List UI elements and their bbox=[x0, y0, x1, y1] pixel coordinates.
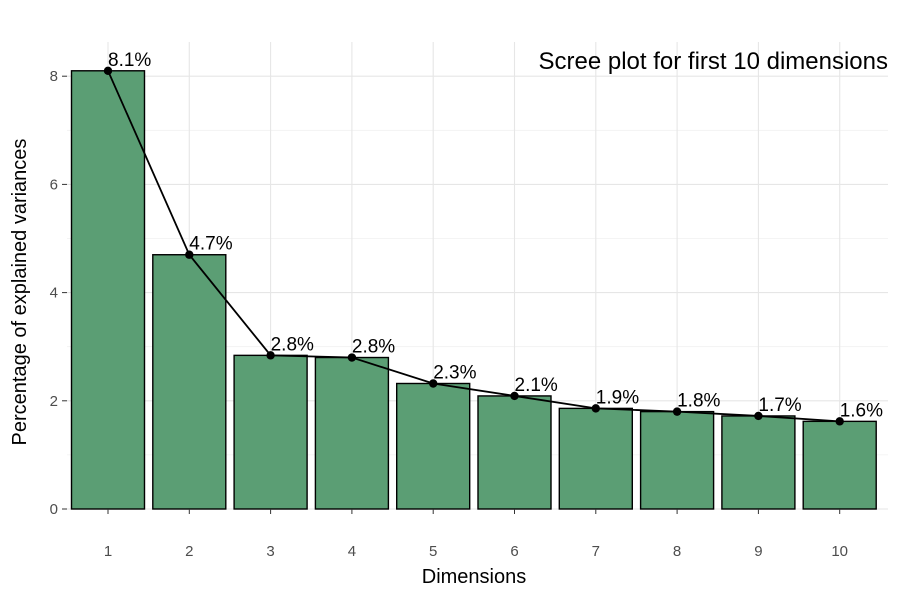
data-point bbox=[591, 404, 600, 413]
x-tick-label: 4 bbox=[348, 543, 356, 560]
data-point bbox=[754, 411, 763, 421]
x-tick-label: 7 bbox=[592, 543, 600, 560]
y-tick-label: 0 bbox=[50, 501, 58, 518]
bar bbox=[558, 407, 633, 510]
data-point bbox=[185, 250, 194, 259]
bar bbox=[396, 382, 471, 510]
x-tick-label: 9 bbox=[754, 543, 762, 560]
bar bbox=[233, 354, 308, 510]
bar bbox=[152, 254, 227, 510]
bar bbox=[477, 395, 552, 510]
series-line-group bbox=[107, 70, 840, 423]
x-axis-title: Dimensions bbox=[422, 566, 526, 588]
data-point bbox=[510, 391, 519, 401]
points bbox=[103, 66, 844, 426]
data-label: 2.8% bbox=[352, 337, 395, 358]
data-label: 1.7% bbox=[758, 395, 801, 416]
bar bbox=[314, 356, 390, 510]
data-point bbox=[835, 417, 844, 426]
data-label: 1.9% bbox=[596, 387, 639, 408]
data-point bbox=[429, 379, 438, 388]
data-label: 2.3% bbox=[433, 362, 476, 383]
data-point bbox=[266, 351, 275, 360]
data-label: 4.7% bbox=[189, 234, 232, 255]
bars bbox=[70, 70, 877, 510]
data-point bbox=[672, 407, 682, 416]
x-tick-label: 8 bbox=[673, 543, 681, 560]
y-tick-label: 2 bbox=[50, 393, 58, 410]
x-tick-label: 1 bbox=[104, 543, 112, 560]
bar bbox=[721, 415, 796, 510]
bar bbox=[70, 70, 146, 510]
y-axis-title: Percentage of explained variances bbox=[9, 139, 31, 446]
x-tick-label: 3 bbox=[266, 543, 274, 560]
data-label: 2.8% bbox=[271, 334, 314, 355]
x-tick-label: 10 bbox=[831, 543, 848, 560]
data-point bbox=[347, 353, 357, 362]
series-line bbox=[107, 70, 840, 423]
data-point bbox=[103, 66, 113, 75]
chart-title: Scree plot for first 10 dimensions bbox=[539, 48, 889, 75]
y-tick-label: 6 bbox=[50, 176, 58, 193]
data-label: 8.1% bbox=[108, 50, 151, 71]
data-label: 1.8% bbox=[677, 391, 720, 412]
data-label: 1.6% bbox=[840, 400, 883, 421]
data-labels: 8.1% 4.7% 2.8% 2.8% 2.3% 2.1% 1.9% 1.8% 1.7% 1.6% bbox=[108, 50, 883, 422]
bar bbox=[802, 420, 877, 510]
y-tick-label: 8 bbox=[50, 68, 58, 85]
y-tick-label: 4 bbox=[50, 285, 58, 302]
x-tick-label: 6 bbox=[510, 543, 518, 560]
x-tick-label: 2 bbox=[185, 543, 193, 560]
data-label: 2.1% bbox=[515, 375, 558, 396]
x-tick-label: 5 bbox=[429, 543, 437, 560]
axes: 0 2 4 6 8 1 2 3 4 5 6 7 8 9 10 bbox=[50, 68, 848, 560]
bar bbox=[639, 410, 715, 510]
